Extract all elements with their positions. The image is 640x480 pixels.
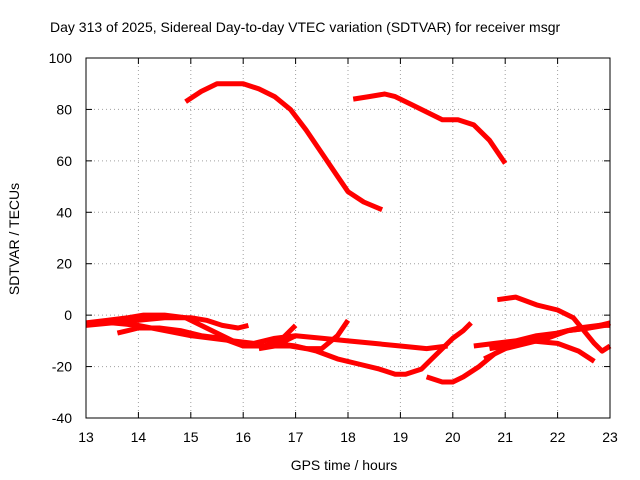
y-tick-label: 60 [56, 153, 72, 169]
x-tick-label: 23 [602, 429, 618, 445]
x-tick-label: 13 [78, 429, 94, 445]
series-line-s8 [258, 318, 351, 352]
y-tick-label: 80 [56, 101, 72, 117]
y-tick-label: 20 [56, 256, 72, 272]
chart-title: Day 313 of 2025, Sidereal Day-to-day VTE… [50, 19, 560, 35]
x-tick-label: 16 [235, 429, 251, 445]
series-line-s6 [116, 323, 298, 349]
x-axis-label: GPS time / hours [291, 457, 398, 473]
series-line-s7 [274, 321, 473, 377]
x-tick-label: 21 [497, 429, 513, 445]
axis-ticks: 13 14 15 16 17 18 19 20 21 22 23 -40 -20 0 20 40 60 80 100 [49, 50, 618, 445]
y-axis-label: SDTVAR / TECUs [6, 183, 22, 295]
x-tick-label: 18 [340, 429, 356, 445]
x-tick-label: 15 [183, 429, 199, 445]
y-tick-label: 0 [64, 307, 72, 323]
x-tick-label: 17 [288, 429, 304, 445]
series-line-s13 [489, 320, 612, 352]
y-tick-label: 100 [49, 50, 73, 66]
y-tick-label: 40 [56, 204, 72, 220]
series-line-s2 [352, 91, 508, 165]
series-lines [85, 81, 612, 385]
series-line-s1 [184, 81, 384, 213]
y-tick-label: -40 [52, 410, 72, 426]
series-line-s12 [496, 294, 612, 354]
x-tick-label: 19 [393, 429, 409, 445]
x-tick-label: 22 [550, 429, 566, 445]
x-tick-label: 14 [131, 429, 147, 445]
x-tick-label: 20 [445, 429, 461, 445]
y-tick-label: -20 [52, 359, 72, 375]
grid-lines [86, 58, 610, 418]
